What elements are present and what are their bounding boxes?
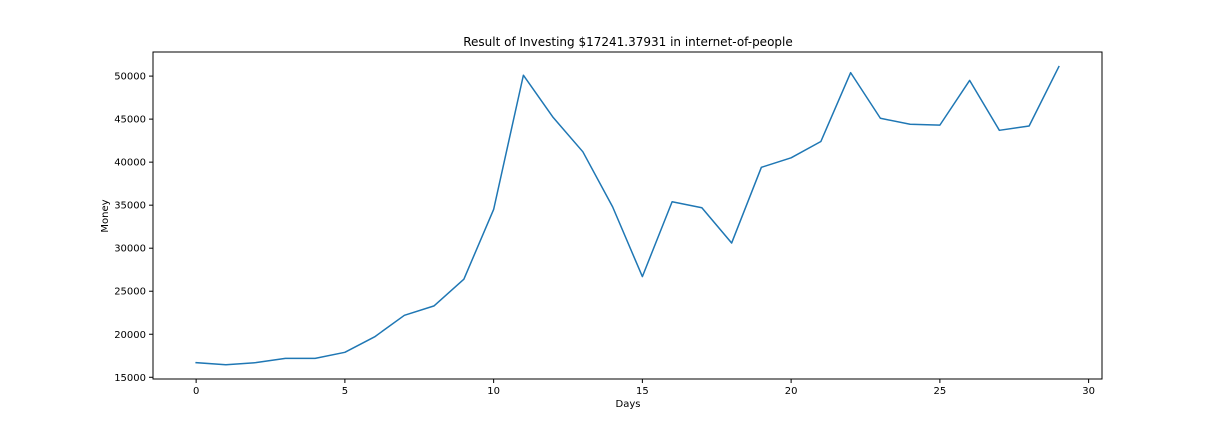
y-tick-label: 20000 (114, 330, 146, 341)
chart-title: Result of Investing $17241.37931 in inte… (463, 35, 793, 49)
y-tick-label: 30000 (114, 244, 146, 255)
x-tick-label: 5 (342, 386, 348, 397)
x-tick-label: 15 (636, 386, 649, 397)
y-tick-label: 25000 (114, 287, 146, 298)
y-axis-label: Money (100, 199, 111, 232)
y-tick-label: 35000 (114, 201, 146, 212)
x-tick-label: 20 (785, 386, 798, 397)
y-tick-label: 50000 (114, 72, 146, 83)
y-tick-label: 15000 (114, 373, 146, 384)
x-tick-label: 30 (1082, 386, 1095, 397)
plot-area-frame (152, 51, 1103, 380)
x-tick-label: 10 (487, 386, 500, 397)
series-line (195, 65, 1060, 366)
series-layer (195, 65, 1060, 366)
x-tick-label: 25 (933, 386, 946, 397)
x-axis-label: Days (616, 399, 641, 410)
y-tick-label: 45000 (114, 115, 146, 126)
y-tick-label: 40000 (114, 158, 146, 169)
x-tick-label: 0 (193, 386, 199, 397)
ticks-layer: 0 5 10 15 20 25 30 15000 20000 25000 30000 35000 400… (114, 72, 1095, 397)
